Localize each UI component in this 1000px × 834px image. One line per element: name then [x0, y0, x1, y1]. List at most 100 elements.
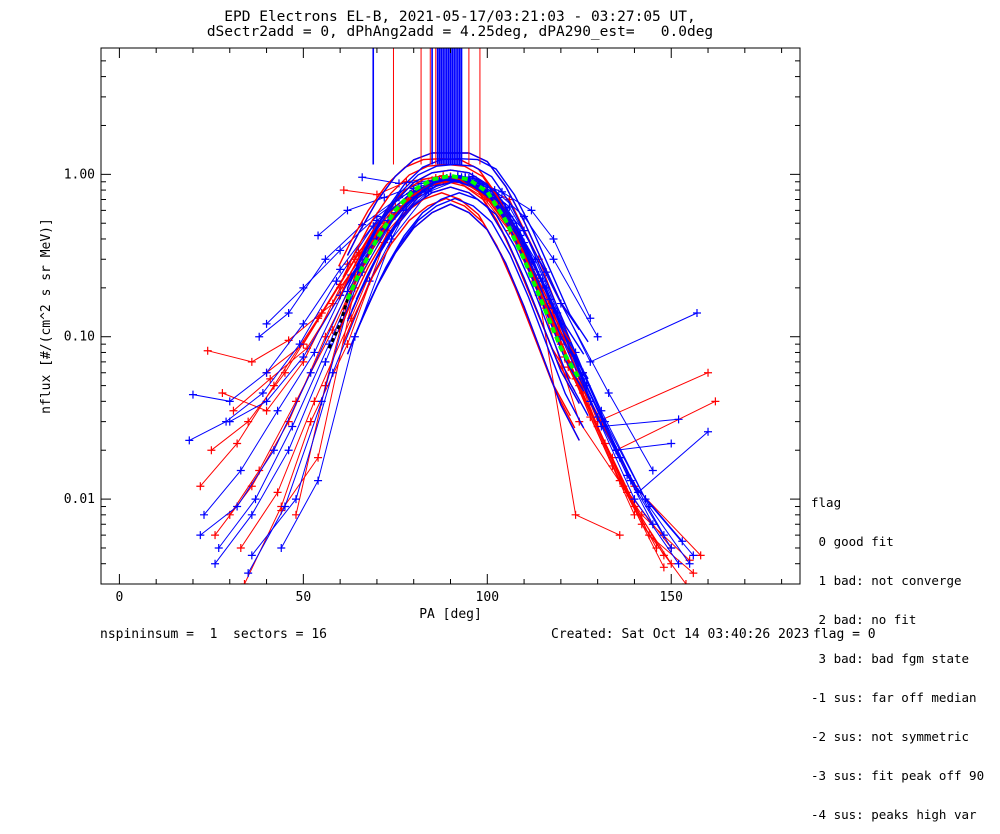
series-1-marker-2-2	[273, 406, 282, 415]
series-0-line-7	[266, 175, 716, 451]
plot-area	[185, 48, 720, 584]
series-1-marker-13-2	[328, 368, 337, 377]
series-1-band-2	[355, 192, 589, 417]
nflux-pa-chart: 0 50 100 150 0.01 0.10 1.00 PA [deg] nflux [#/(c…	[39, 47, 801, 622]
series-1-line-12	[280, 176, 683, 549]
series-0-marker-9-9	[615, 531, 624, 540]
series-1-band-5	[355, 175, 589, 380]
series-1-marker-5-2	[336, 246, 345, 255]
series-1-marker-10-0	[358, 173, 367, 182]
series-0-marker-6-11	[704, 368, 713, 377]
series-1-marker-8-8	[593, 332, 602, 341]
series-0-marker-11-0	[229, 406, 238, 415]
series-1-marker-9-2	[284, 446, 293, 455]
series-0-marker-12-7	[637, 510, 646, 519]
series-0-marker-2-0	[196, 482, 205, 491]
flag-legend: flag 0 good fit 1 bad: not converge 2 ba…	[811, 470, 984, 834]
series-0-line-3	[229, 175, 687, 584]
x-axis-label: PA [deg]	[419, 607, 482, 622]
series-1-band-0	[346, 203, 580, 441]
series-1-marker-9-3	[321, 357, 330, 366]
series-0-line-1	[222, 176, 694, 574]
series-1-marker-1-3	[295, 340, 304, 349]
series-1-marker-6-10	[692, 308, 701, 317]
series-1-marker-6-2	[321, 255, 330, 264]
series-1-marker-1-0	[185, 436, 194, 445]
series-1-band-6	[346, 169, 580, 367]
series-0-marker-6-2	[280, 368, 289, 377]
series-1-marker-1-4	[332, 277, 341, 286]
series-0-marker-1-1	[262, 406, 271, 415]
series-1-marker-11-11	[674, 415, 683, 424]
series-1-marker-7-2	[269, 446, 278, 455]
series-1-marker-3-0	[214, 543, 223, 552]
series-0-marker-7-10	[711, 397, 720, 406]
series-1-marker-5-10	[648, 466, 657, 475]
series-1-line-0	[192, 178, 691, 564]
series-1-marker-7-3	[306, 368, 315, 377]
series-1-marker-0-3	[299, 319, 308, 328]
series-1-marker-10-5	[527, 206, 536, 215]
series-1-marker-9-1	[247, 510, 256, 519]
series-1-marker-12-10	[678, 537, 687, 546]
series-0-marker-13-10	[696, 551, 705, 560]
series-1-marker-8-2	[380, 193, 389, 202]
legend-item-flag-0: 0 good fit	[811, 534, 894, 549]
series-0-marker-7-2	[336, 280, 345, 289]
legend-item-flag-m3: -3 sus: fit peak off 90	[811, 768, 985, 783]
series-1-line-2	[203, 176, 665, 536]
series-0-marker-2-1	[233, 439, 242, 448]
series-1-marker-13-1	[291, 495, 300, 504]
series-1-marker-7-12	[667, 439, 676, 448]
series-0-marker-11-1	[266, 374, 275, 383]
series-1-marker-0-2	[262, 368, 271, 377]
series-0-line-11	[233, 175, 665, 568]
series-1-marker-3-12	[674, 559, 683, 568]
legend-item-flag-3: 3 bad: bad fgm state	[811, 651, 970, 666]
legend-title: flag	[811, 495, 842, 510]
series-1-marker-8-0	[314, 231, 323, 240]
series-1-marker-0-4	[336, 265, 345, 274]
series-0-marker-5-3	[343, 340, 352, 349]
series-1-marker-3-2	[288, 422, 297, 431]
fit-curve-dark	[327, 298, 349, 349]
series-0-marker-3-12	[681, 580, 690, 584]
series-1-marker-8-7	[549, 255, 558, 264]
x-tick-label-3: 150	[659, 590, 682, 605]
series-0-marker-8-2	[310, 397, 319, 406]
series-0-marker-8-1	[273, 488, 282, 497]
series-1-marker-0-13	[685, 559, 694, 568]
series-1-marker-13-10	[648, 520, 657, 529]
series-0-marker-0-1	[247, 357, 256, 366]
y-axis-label: nflux [#/(cm^2 s sr MeV)]	[39, 218, 54, 414]
series-0-line-0	[207, 177, 672, 564]
series-0-marker-8-0	[236, 543, 245, 552]
series-1-marker-5-9	[604, 389, 613, 398]
series-1-marker-4-11	[667, 543, 676, 552]
legend-item-flag-1: 1 bad: not converge	[811, 573, 962, 588]
series-0-marker-0-0	[203, 346, 212, 355]
series-0-marker-5-2	[306, 417, 315, 426]
series-0-marker-11-11	[659, 563, 668, 572]
series-0-marker-9-0	[291, 510, 300, 519]
y-tick-label-0: 0.01	[64, 492, 95, 507]
footer-flag: flag = 0	[813, 627, 876, 642]
series-0-marker-6-0	[207, 446, 216, 455]
series-1-marker-3-11	[630, 495, 639, 504]
legend-item-flag-2: 2 bad: no fit	[811, 612, 917, 627]
chart-title: EPD Electrons EL-B, 2021-05-17/03:21:03 …	[224, 9, 696, 25]
y-tick-label-1: 0.10	[64, 330, 95, 345]
series-1-marker-9-12	[704, 427, 713, 436]
series-1-marker-9-10	[582, 381, 591, 390]
series-1-marker-7-0	[196, 531, 205, 540]
series-1-marker-4-1	[280, 502, 289, 511]
series-1-band-7	[351, 163, 585, 355]
series-1-marker-11-0	[225, 417, 234, 426]
series-1-marker-11-1	[262, 397, 271, 406]
series-0-line-2	[199, 178, 665, 556]
series-0-marker-5-0	[240, 580, 249, 584]
x-tick-label-1: 50	[296, 590, 312, 605]
series-1-marker-6-0	[255, 332, 264, 341]
series-1-marker-9-0	[211, 559, 220, 568]
series-1-marker-3-1	[251, 495, 260, 504]
